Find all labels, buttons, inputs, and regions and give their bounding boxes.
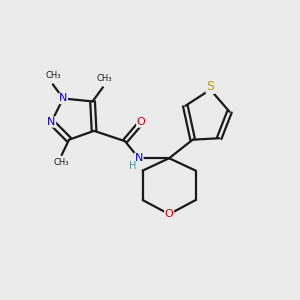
- Text: CH₃: CH₃: [97, 74, 112, 83]
- Text: N: N: [59, 94, 67, 103]
- Text: H: H: [129, 161, 136, 172]
- Text: S: S: [206, 80, 214, 93]
- Text: CH₃: CH₃: [54, 158, 69, 167]
- Text: N: N: [47, 117, 56, 127]
- Text: CH₃: CH₃: [45, 71, 61, 80]
- Text: O: O: [137, 117, 146, 127]
- Text: O: O: [165, 209, 173, 219]
- Text: N: N: [135, 153, 143, 163]
